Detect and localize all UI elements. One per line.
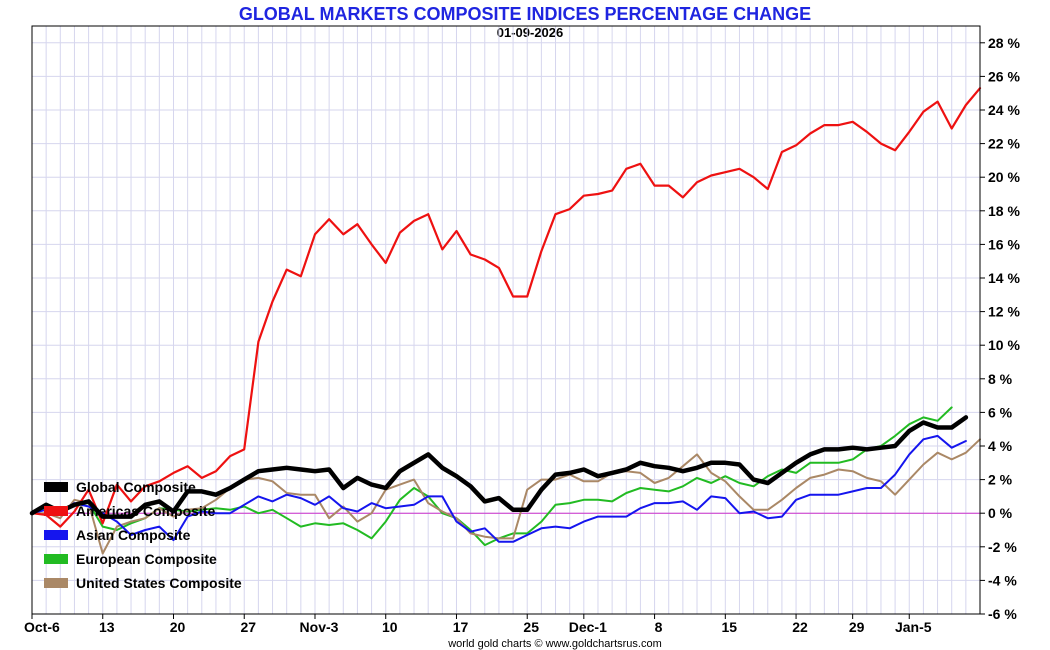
x-tick-label: 25 <box>523 619 539 635</box>
legend-label: European Composite <box>76 551 217 567</box>
y-tick-label: 4 % <box>988 438 1013 454</box>
x-tick-label: 27 <box>240 619 256 635</box>
x-tick-label: 15 <box>722 619 738 635</box>
x-tick-label: Dec-1 <box>569 619 607 635</box>
x-tick-label: 17 <box>453 619 469 635</box>
legend-label: Global Composite <box>76 479 196 495</box>
y-tick-label: 2 % <box>988 472 1013 488</box>
x-tick-label: 13 <box>99 619 115 635</box>
y-tick-label: 18 % <box>988 203 1020 219</box>
x-tick-label: 22 <box>792 619 808 635</box>
x-tick-label: 29 <box>849 619 865 635</box>
legend-swatch <box>44 554 68 564</box>
chart-footer: world gold charts © www.goldchartsrus.co… <box>447 638 662 650</box>
x-tick-label: Oct-6 <box>24 619 60 635</box>
y-tick-label: 28 % <box>988 35 1020 51</box>
y-tick-label: 20 % <box>988 169 1020 185</box>
y-tick-label: -6 % <box>988 606 1017 622</box>
y-axis: 28 % 26 % 24 % 22 % 20 % 18 % 16 % 14 % 12 % 10 %… <box>980 35 1020 622</box>
series-line-americas-composite <box>30 87 982 528</box>
series-line-asian-composite <box>31 434 967 543</box>
y-tick-label: 0 % <box>988 505 1013 521</box>
y-tick-label: 22 % <box>988 136 1020 152</box>
chart-title: GLOBAL MARKETS COMPOSITE INDICES PERCENT… <box>239 4 811 24</box>
y-tick-label: 10 % <box>988 337 1020 353</box>
y-tick-label: 24 % <box>988 102 1020 118</box>
x-tick-label: Nov-3 <box>300 619 339 635</box>
x-tick-label: 8 <box>655 619 663 635</box>
x-axis: Oct-6 13 20 27 Nov-3 10 17 25 Dec-1 8 15 22 29 Jan-5 <box>24 614 932 635</box>
y-tick-label: 26 % <box>988 68 1020 84</box>
legend-swatch <box>44 530 68 540</box>
legend-label: Americas Composite <box>76 503 215 519</box>
y-tick-label: 14 % <box>988 270 1020 286</box>
x-tick-label: 10 <box>382 619 398 635</box>
legend-swatch <box>44 482 68 492</box>
legend-swatch <box>44 578 68 588</box>
plot-frame <box>31 25 981 615</box>
legend: Global Composite Americas Composite Asian … <box>44 479 242 591</box>
series-line-united-states-composite <box>31 438 981 555</box>
x-tick-label: Jan-5 <box>895 619 932 635</box>
grid <box>32 26 981 615</box>
series-group <box>29 87 982 555</box>
legend-label: Asian Composite <box>76 527 191 543</box>
x-tick-label: 20 <box>170 619 186 635</box>
y-tick-label: -2 % <box>988 539 1017 555</box>
y-tick-label: 6 % <box>988 404 1013 420</box>
series-line-global-composite <box>29 415 969 519</box>
y-tick-label: 16 % <box>988 236 1020 252</box>
y-tick-label: 12 % <box>988 304 1020 320</box>
y-tick-label: -4 % <box>988 572 1017 588</box>
legend-label: United States Composite <box>76 575 242 591</box>
chart-subtitle: 01-09-2026 <box>497 25 564 40</box>
legend-swatch <box>44 506 68 516</box>
y-tick-label: 8 % <box>988 371 1013 387</box>
